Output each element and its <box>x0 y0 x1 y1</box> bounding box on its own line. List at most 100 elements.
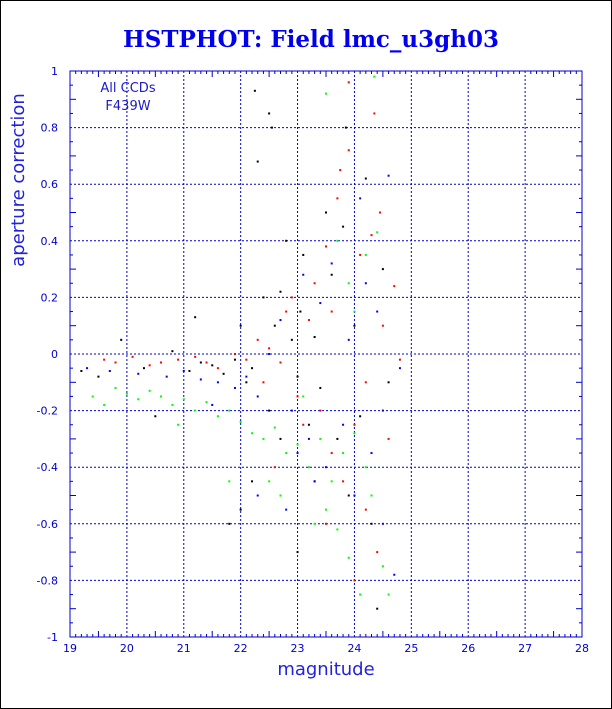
data-point <box>336 197 339 200</box>
data-point <box>336 437 339 440</box>
data-point <box>199 378 202 381</box>
data-point <box>108 369 111 372</box>
data-point <box>233 353 236 355</box>
data-point <box>307 423 310 426</box>
data-point <box>256 494 259 497</box>
data-point <box>268 409 271 412</box>
data-point <box>262 296 265 299</box>
data-point <box>160 361 163 364</box>
data-point <box>216 367 219 370</box>
data-point <box>125 392 128 395</box>
data-point <box>182 369 185 372</box>
data-point <box>148 364 151 367</box>
y-tick-label: 0 <box>51 348 58 361</box>
data-point <box>330 262 333 265</box>
data-point <box>285 310 288 313</box>
data-point <box>373 112 376 115</box>
data-point <box>182 398 185 401</box>
data-point <box>114 361 117 364</box>
data-point <box>359 197 362 200</box>
data-point <box>302 273 305 276</box>
data-point <box>268 112 271 115</box>
data-point <box>194 409 197 412</box>
data-point <box>344 126 347 129</box>
data-point <box>285 508 288 511</box>
data-point <box>268 480 271 483</box>
x-axis-label: magnitude <box>277 659 374 680</box>
plot-border <box>69 70 583 638</box>
data-point <box>364 381 367 384</box>
grid <box>69 70 583 638</box>
data-point <box>393 573 396 576</box>
data-point <box>398 367 401 370</box>
data-point <box>373 75 376 78</box>
data-point <box>160 395 163 398</box>
data-point <box>137 398 140 401</box>
data-point <box>279 290 282 293</box>
data-point <box>381 324 384 327</box>
data-point <box>353 494 356 497</box>
data-point <box>251 367 254 370</box>
x-tick-label: 26 <box>461 642 475 655</box>
x-tick-label: 22 <box>234 642 248 655</box>
x-tick-label: 25 <box>404 642 418 655</box>
data-point <box>142 367 145 370</box>
data-point <box>342 225 345 228</box>
data-point <box>148 389 151 392</box>
data-point <box>253 89 256 92</box>
data-point <box>387 593 390 596</box>
data-point <box>353 423 356 426</box>
data-point <box>398 358 401 361</box>
x-tick-label: 20 <box>120 642 134 655</box>
data-point <box>290 296 293 299</box>
data-point <box>233 358 236 361</box>
data-point <box>364 253 367 256</box>
y-tick-label: 1 <box>51 65 58 78</box>
data-point <box>154 415 157 418</box>
data-point <box>245 358 248 361</box>
data-point <box>342 423 345 426</box>
data-point <box>279 494 282 497</box>
data-point <box>216 415 219 418</box>
y-tick-labels: -1 -0.8 -0.6 -0.4 -0.2 0 0.2 0.4 0.6 0.8 1 <box>37 65 58 644</box>
data-point <box>199 361 202 364</box>
data-point <box>256 395 259 398</box>
data-point <box>228 522 231 525</box>
data-point <box>353 579 356 582</box>
y-tick-label: 0.4 <box>41 235 59 248</box>
data-point <box>325 211 327 214</box>
data-point <box>268 353 271 355</box>
y-tick-label: 0.2 <box>41 291 59 304</box>
data-point <box>330 452 333 455</box>
data-point <box>325 92 327 95</box>
data-point <box>120 338 123 341</box>
data-point <box>114 386 117 389</box>
data-point <box>299 310 302 313</box>
data-point <box>91 395 94 398</box>
data-point <box>359 415 362 418</box>
data-point <box>103 403 106 406</box>
x-tick-label: 28 <box>575 642 589 655</box>
data-point <box>359 253 362 256</box>
data-point <box>353 310 356 313</box>
data-point <box>342 452 345 455</box>
data-point <box>268 347 271 350</box>
data-point <box>233 386 236 389</box>
data-point <box>376 231 379 234</box>
data-point <box>347 282 350 285</box>
data-point <box>393 285 396 288</box>
data-point <box>279 319 282 322</box>
data-point <box>387 381 390 384</box>
data-point <box>245 375 248 378</box>
data-point <box>330 480 333 483</box>
x-tick-label: 21 <box>177 642 191 655</box>
data-point <box>376 551 379 554</box>
data-point <box>137 372 140 375</box>
data-point <box>270 126 273 129</box>
data-point <box>376 607 379 610</box>
data-point <box>313 282 316 285</box>
data-point <box>103 358 106 361</box>
x-tick-label: 24 <box>347 642 361 655</box>
data-point <box>97 375 100 378</box>
